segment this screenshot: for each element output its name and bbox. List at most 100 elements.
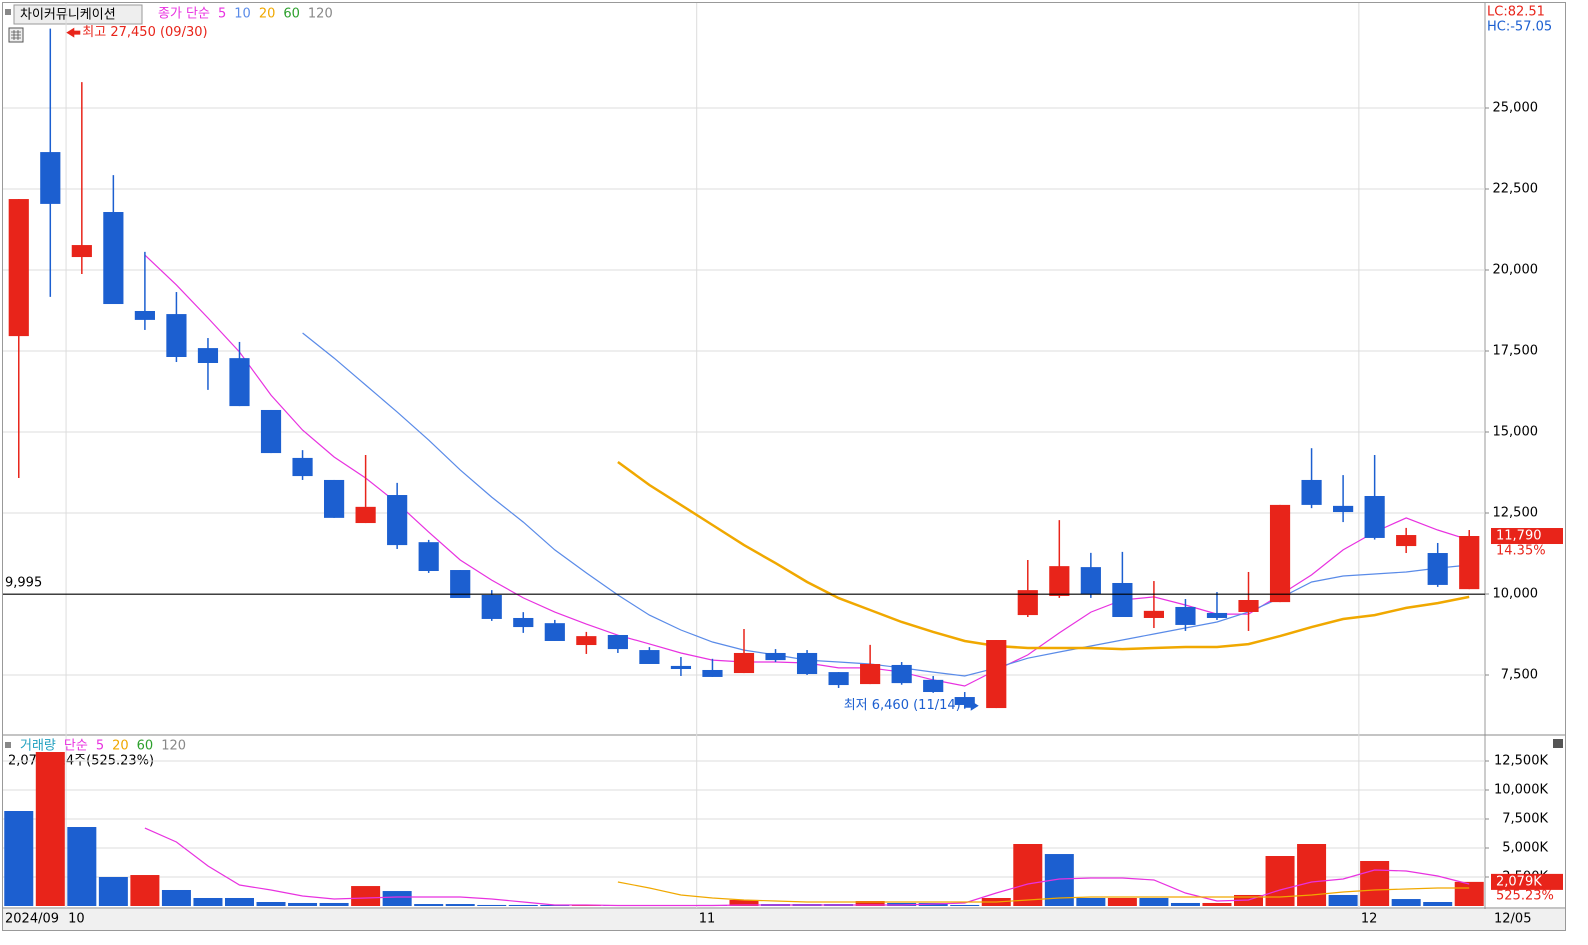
candle-body (544, 623, 565, 641)
volume-bar (1170, 902, 1200, 906)
last-volume-label: 2,079K (1496, 874, 1542, 889)
candle-body (71, 245, 92, 258)
y-tick-label: 15,000 (1493, 425, 1539, 440)
table-icon-lines (11, 30, 21, 40)
candle-body (103, 212, 124, 305)
volume-bar (508, 904, 538, 906)
panel-button[interactable] (1553, 739, 1563, 748)
low-arrow (964, 700, 979, 711)
last-price-box (1491, 528, 1563, 545)
volume-bar (1265, 856, 1295, 906)
chart-title: 차이커뮤니케이션 (20, 8, 116, 23)
x-tick-label: 11 (699, 912, 716, 927)
candle-body (513, 617, 534, 628)
volume-bar (1076, 897, 1106, 906)
volume-bar (98, 877, 128, 906)
candle-body (229, 358, 250, 407)
y-tick-label: 22,500 (1493, 182, 1539, 197)
volume-average-line (144, 827, 1470, 907)
candle-body (1301, 479, 1322, 505)
candle-body (702, 669, 723, 677)
candle-body (733, 652, 755, 674)
candle-body (1112, 582, 1133, 618)
volume-bar (1107, 897, 1137, 906)
x-end-label: 12/05 (1494, 912, 1531, 927)
legend-label: 단순 (64, 739, 88, 754)
candle-body (1333, 505, 1354, 513)
candle-body (1080, 567, 1101, 595)
volume-bar (1454, 881, 1484, 906)
volume-bar (855, 901, 885, 906)
candle-body (923, 679, 944, 693)
legend-label: 60 (137, 739, 154, 754)
volume-bar (1360, 860, 1390, 906)
y-tick-label: 12,500 (1493, 506, 1539, 521)
high-arrow (66, 27, 81, 38)
candle-body (986, 640, 1007, 709)
volume-bar (729, 899, 759, 906)
candle-body (576, 636, 597, 646)
x-tick-label: 12 (1361, 912, 1378, 927)
candle-body (292, 457, 313, 477)
volume-bar (1297, 844, 1327, 906)
y-tick-label: 7,500K (1502, 812, 1548, 827)
candle-body (166, 314, 187, 358)
candle-body (1396, 535, 1417, 547)
candle-body (1269, 504, 1291, 603)
y-tick-label: 10,000 (1493, 587, 1539, 602)
legend-label: 120 (161, 739, 186, 754)
x-tick-label: 2024/09 (5, 912, 59, 927)
legend-label: 종가 단순 (158, 7, 210, 22)
high-annotation: 최고 27,450 (09/30) (82, 25, 207, 40)
legend-label: 120 (308, 7, 333, 22)
candle-body (1143, 610, 1165, 618)
volume-bar (288, 902, 318, 906)
volume-bar (1139, 897, 1169, 906)
y-tick-label: 12,500K (1494, 754, 1548, 769)
volume-bar (1013, 844, 1043, 906)
legend-label: 5 (218, 7, 226, 22)
volume-bar (256, 901, 286, 906)
candle-body (8, 199, 29, 337)
y-tick-label: 7,500 (1501, 668, 1538, 683)
candle-body (607, 634, 628, 650)
legend-label: 20 (259, 7, 276, 22)
candle-body (197, 348, 219, 363)
candle-body (796, 652, 818, 675)
candle-body (260, 409, 282, 454)
candle-body (954, 697, 975, 705)
lc-label: LC:82.51 (1487, 5, 1545, 20)
candle-body (1017, 590, 1038, 616)
legend-label: 20 (112, 739, 129, 754)
legend-bullet (5, 742, 11, 748)
volume-bar (1328, 894, 1358, 906)
candle-body (1459, 536, 1480, 590)
y-tick-label: 17,500 (1493, 344, 1539, 359)
last-price-label: 11,790 (1496, 529, 1542, 544)
candle-body (355, 506, 376, 524)
volume-bar (414, 904, 444, 906)
volume-bar (1391, 899, 1421, 906)
volume-bar (1202, 902, 1232, 906)
candle-body (828, 672, 849, 686)
x-tick-label: 10 (68, 912, 85, 927)
volume-bar (224, 897, 254, 906)
moving-average-line (617, 460, 1470, 651)
y-tick-label: 25,000 (1493, 101, 1539, 116)
low-annotation: 최저 6,460 (11/14) (844, 698, 961, 713)
legend-label: 거래량 (20, 739, 56, 754)
frame (2, 2, 1566, 931)
candle-body (1175, 606, 1196, 625)
volume-bar (161, 889, 191, 906)
candle-body (765, 652, 786, 661)
volume-bar (351, 886, 381, 906)
volume-bar (319, 902, 349, 906)
candle-body (323, 479, 345, 518)
candle-body (860, 663, 881, 685)
change-label: 14.35% (1496, 544, 1546, 559)
candle-body (1049, 566, 1070, 596)
reference-label: 9,995 (5, 576, 42, 591)
